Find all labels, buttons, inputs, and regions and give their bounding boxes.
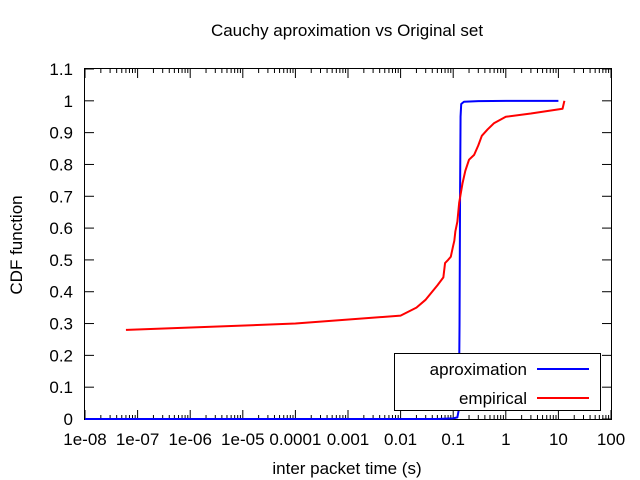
y-tick-label: 0 bbox=[64, 410, 73, 429]
y-tick-label: 0.3 bbox=[49, 315, 73, 334]
y-tick-label: 1.1 bbox=[49, 60, 73, 79]
x-tick-label: 1 bbox=[501, 430, 510, 449]
y-tick-label: 1 bbox=[64, 92, 73, 111]
x-tick-label: 10 bbox=[549, 430, 568, 449]
chart-title: Cauchy aproximation vs Original set bbox=[211, 21, 483, 40]
x-tick-label: 0.01 bbox=[384, 430, 417, 449]
x-tick-label: 1e-07 bbox=[116, 430, 159, 449]
legend-box bbox=[394, 353, 601, 411]
x-axis-label: inter packet time (s) bbox=[272, 459, 421, 478]
legend-label-aproximation: aproximation bbox=[430, 360, 527, 379]
y-tick-label: 0.2 bbox=[49, 346, 73, 365]
legend: aproximation empirical bbox=[394, 353, 601, 411]
x-tick-label: 0.001 bbox=[327, 430, 370, 449]
x-tick-label: 1e-05 bbox=[221, 430, 264, 449]
x-tick-label: 1e-06 bbox=[168, 430, 211, 449]
y-tick-label: 0.8 bbox=[49, 155, 73, 174]
series-line-empirical bbox=[125, 100, 566, 331]
series-lines bbox=[85, 99, 566, 420]
y-axis-label: CDF function bbox=[7, 195, 26, 294]
axis-ticks: 0 0.1 0.2 0.3 0.4 0.5 0.6 0.7 0.8 0.9 1 1.1 1e-08 1e-… bbox=[49, 60, 625, 449]
y-tick-label: 0.6 bbox=[49, 219, 73, 238]
y-tick-label: 0.7 bbox=[49, 187, 73, 206]
legend-label-empirical: empirical bbox=[459, 389, 527, 408]
y-tick-label: 0.5 bbox=[49, 251, 73, 270]
y-tick-label: 0.9 bbox=[49, 124, 73, 143]
x-tick-label: 1e-08 bbox=[63, 430, 106, 449]
x-tick-label: 100 bbox=[597, 430, 625, 449]
x-tick-label: 0.0001 bbox=[269, 430, 321, 449]
x-tick-label: 0.1 bbox=[441, 430, 465, 449]
y-tick-label: 0.4 bbox=[49, 283, 73, 302]
y-tick-label: 0.1 bbox=[49, 378, 73, 397]
